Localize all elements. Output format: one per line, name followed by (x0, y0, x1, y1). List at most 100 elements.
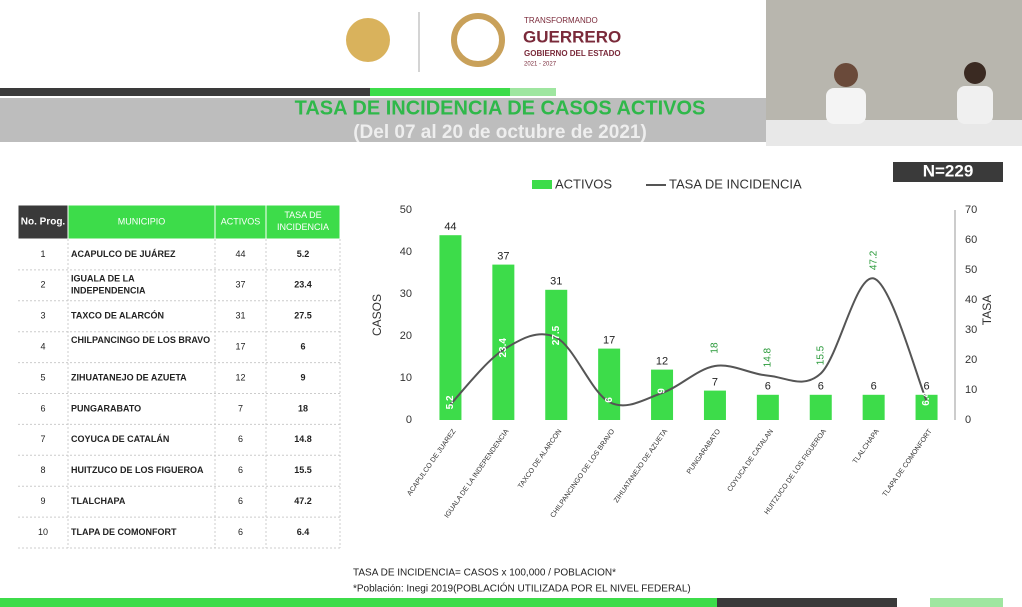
line-label: 6.4 (921, 391, 932, 405)
header-line: TASA DE (284, 210, 321, 220)
bar (703, 390, 726, 420)
bar-label: 7 (712, 377, 718, 389)
stripe (370, 88, 510, 96)
cell-text: 6.4 (297, 527, 310, 537)
bar-label: 17 (603, 335, 615, 347)
cell-text: 3 (40, 311, 45, 321)
cell-text: 47.2 (294, 496, 312, 506)
cell-text: 7 (40, 434, 45, 444)
cell-text: 14.8 (294, 434, 312, 444)
bar (809, 394, 832, 420)
cell-line: INDEPENDENCIA (71, 286, 146, 296)
header-line: INCIDENCIA (277, 222, 329, 232)
cell-text: 10 (38, 527, 48, 537)
cell-text: COYUCA DE CATALÁN (71, 434, 169, 444)
cell-text: TAXCO DE ALARCÓN (71, 310, 164, 321)
cell-text: 1 (40, 249, 45, 259)
bar-label: 6 (818, 381, 824, 393)
person (957, 86, 993, 124)
stripe (0, 598, 717, 607)
cell-text: ACAPULCO DE JUÁREZ (71, 249, 176, 259)
bar-label: 44 (444, 221, 456, 233)
cell-text: 5.2 (297, 249, 310, 259)
y-tick-label: 30 (400, 288, 412, 300)
video-table (766, 120, 1022, 146)
y2-tick-label: 30 (965, 324, 977, 336)
cell-text: 2 (40, 280, 45, 290)
y-tick-label: 50 (400, 204, 412, 216)
header-text: TASA DE INCIDENCIA (277, 210, 329, 232)
tree-logo (451, 13, 505, 67)
stripe (0, 88, 370, 96)
y-tick-label: 10 (400, 372, 412, 384)
line-label: 14.8 (762, 347, 773, 367)
y-tick-label: 0 (406, 414, 412, 426)
y2-axis-label: TASA (980, 295, 994, 325)
y-tick-label: 20 (400, 330, 412, 342)
bar-label: 6 (923, 381, 929, 393)
note: *Población: Inegi 2019(POBLACIÓN UTILIZA… (353, 582, 691, 595)
cell-text: TLALCHAPA (71, 496, 126, 506)
header-text: No. Prog. (21, 217, 66, 228)
y2-tick-label: 40 (965, 294, 977, 306)
cell-text: 18 (298, 403, 308, 413)
legend-label: ACTIVOS (555, 176, 612, 191)
bar (545, 289, 568, 420)
line-label: 5.2 (445, 395, 456, 409)
line-label: 47.2 (868, 250, 879, 270)
y2-tick-label: 60 (965, 234, 977, 246)
y2-tick-label: 50 (965, 264, 977, 276)
cell-text: TLAPA DE COMONFORT (71, 527, 177, 537)
bar (439, 235, 462, 420)
cell-text: 17 (235, 342, 245, 352)
cell-text: 37 (235, 280, 245, 290)
stripe (717, 598, 897, 607)
bar-label: 6 (871, 381, 877, 393)
bar-label: 31 (550, 276, 562, 288)
cell-text: 12 (235, 372, 245, 382)
cell-text: 44 (235, 249, 245, 259)
chart-subtitle: (Del 07 al 20 de octubre de 2021) (353, 122, 647, 143)
bar (651, 369, 674, 420)
line-label: 9 (657, 388, 668, 394)
person (834, 63, 858, 87)
bar-label: 12 (656, 356, 668, 368)
badge (893, 162, 1003, 182)
cell-line: IGUALA DE LA (71, 274, 135, 284)
stripe (510, 88, 556, 96)
header-cell (17, 204, 69, 240)
cell-text: 9 (40, 496, 45, 506)
cell-text: 4 (40, 342, 45, 352)
y2-tick-label: 20 (965, 354, 977, 366)
bar (862, 394, 885, 420)
line (449, 277, 928, 407)
y2-tick-label: 0 (965, 414, 971, 426)
cell-line: CHILPANCINGO DE LOS BRAVO (71, 336, 210, 346)
legend-label: TASA DE INCIDENCIA (669, 176, 802, 191)
cell-text: 15.5 (294, 465, 312, 475)
header-text: ACTIVOS (221, 216, 261, 226)
bar (915, 394, 938, 420)
cell-text: CHILPANCINGO DE LOS BRAVO (71, 336, 210, 346)
line-label: 15.5 (815, 345, 826, 365)
y-axis-label: CASOS (370, 294, 384, 336)
cell-text: 6 (238, 434, 243, 444)
y-tick-label: 40 (400, 246, 412, 258)
bar (492, 264, 515, 420)
cell-text: 6 (40, 403, 45, 413)
bar-label: 37 (497, 251, 509, 263)
cell-text: 7 (238, 403, 243, 413)
header-cell (265, 204, 341, 240)
cell-text: 23.4 (294, 280, 312, 290)
line-label: 18 (710, 342, 721, 354)
cell-text: 5 (40, 372, 45, 382)
note: TASA DE INCIDENCIA= CASOS x 100,000 / PO… (353, 568, 616, 579)
cell-text: 6 (238, 465, 243, 475)
bar (598, 348, 621, 420)
logo-text: TRANSFORMANDO (524, 16, 598, 25)
cell-text: 6 (238, 527, 243, 537)
logo-text: GUERRERO (523, 27, 621, 46)
chart-title: TASA DE INCIDENCIA DE CASOS ACTIVOS (295, 97, 706, 119)
cell-text: PUNGARABATO (71, 403, 141, 413)
